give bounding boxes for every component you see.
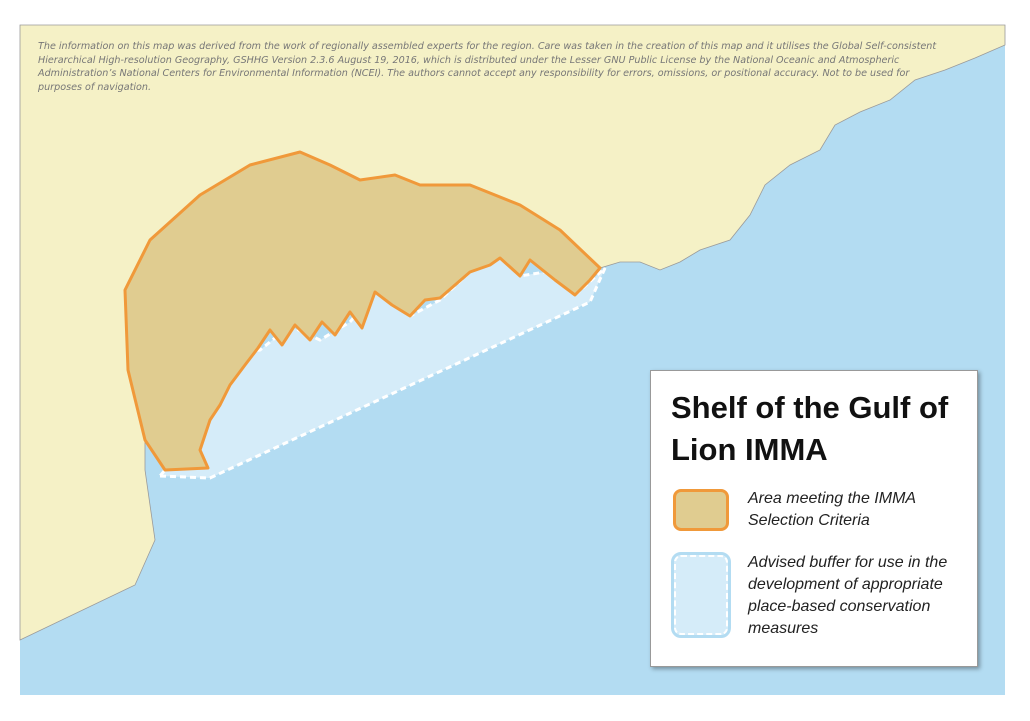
legend-swatch	[671, 552, 731, 638]
legend-swatch	[673, 489, 729, 531]
legend-title: Shelf of the Gulf of Lion IMMA	[671, 390, 949, 467]
imma-area	[123, 150, 602, 472]
legend-label: Area meeting the IMMA Selection Criteria	[748, 490, 916, 529]
legend: Shelf of the Gulf of Lion IMMA Area meet…	[650, 370, 978, 667]
legend-label: Advised buffer for use in the developmen…	[748, 554, 948, 637]
disclaimer: The information on this map was derived …	[38, 41, 937, 93]
